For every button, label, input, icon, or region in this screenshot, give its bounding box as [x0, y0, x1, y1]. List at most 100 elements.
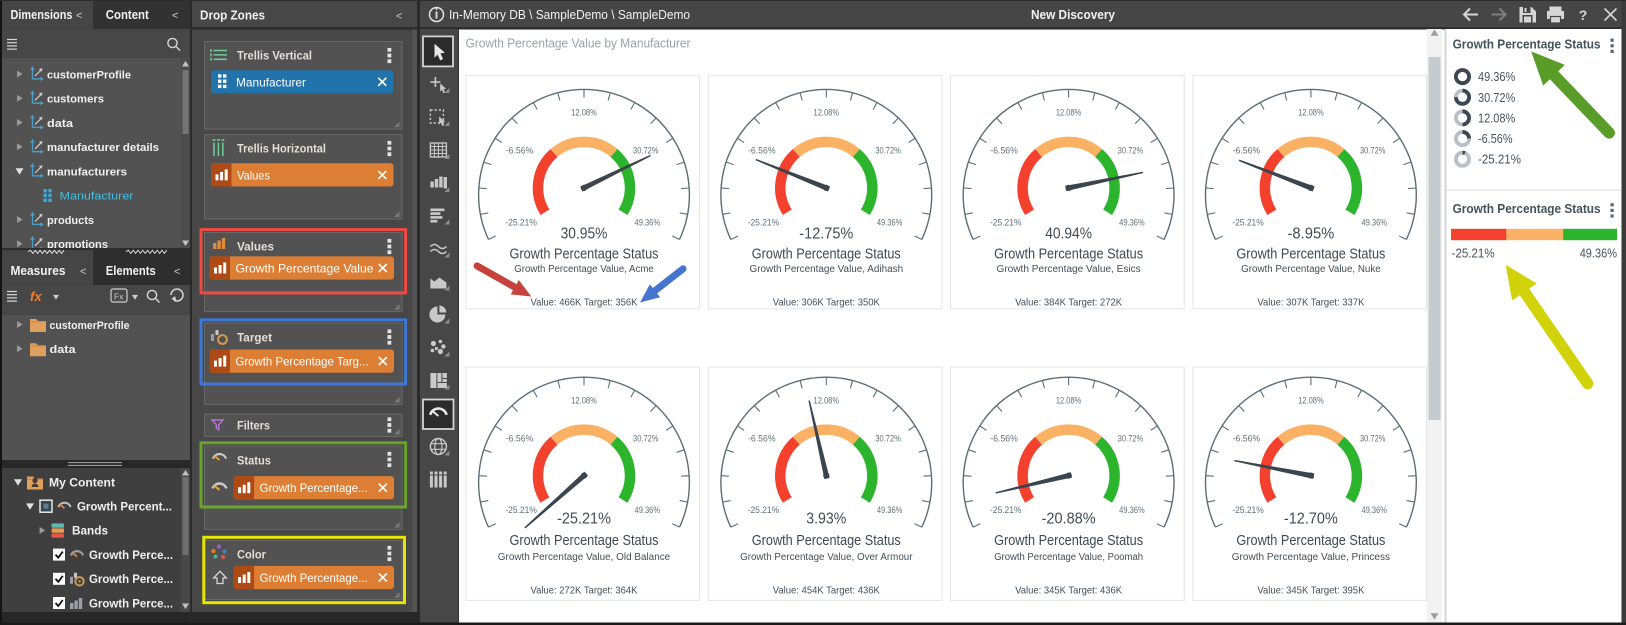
svg-text:30.72%: 30.72% [1118, 433, 1144, 444]
svg-text:49.36%: 49.36% [635, 217, 661, 228]
svg-text:In-Memory DB \ SampleDemo \ Sa: In-Memory DB \ SampleDemo \ SampleDemo [449, 8, 690, 22]
svg-text:fx: fx [30, 289, 42, 304]
svg-text:-6.56%: -6.56% [1233, 433, 1261, 444]
svg-text:?: ? [1579, 7, 1588, 23]
svg-text:Value: 307K Target: 337K: Value: 307K Target: 337K [1257, 296, 1364, 308]
svg-text:Dimensions: Dimensions [11, 8, 73, 22]
svg-text:Growth Percentage...: Growth Percentage... [260, 571, 368, 585]
svg-text:Growth Percentage Value, Old B: Growth Percentage Value, Old Balance [498, 552, 671, 563]
svg-text:Growth Percentage...: Growth Percentage... [260, 481, 368, 495]
svg-text:Trellis Horizontal: Trellis Horizontal [237, 142, 326, 156]
svg-text:-6.56%: -6.56% [748, 433, 776, 444]
svg-text:49.36%: 49.36% [1119, 505, 1145, 516]
svg-text:30.72%: 30.72% [875, 433, 901, 444]
svg-text:Growth Percentage Value, Adiha: Growth Percentage Value, Adihash [750, 264, 904, 275]
svg-text:49.36%: 49.36% [1478, 70, 1515, 84]
svg-text:30.72%: 30.72% [1478, 91, 1515, 105]
svg-text:30.72%: 30.72% [1360, 433, 1386, 444]
svg-text:Growth Perce...: Growth Perce... [89, 548, 173, 562]
svg-text:Values: Values [237, 168, 270, 182]
svg-text:12.08%: 12.08% [1478, 111, 1515, 125]
svg-text:Growth Percentage Status: Growth Percentage Status [1236, 247, 1385, 263]
svg-text:Color: Color [237, 548, 266, 562]
svg-text:-6.56%: -6.56% [1233, 146, 1261, 157]
svg-text:-25.21%: -25.21% [1232, 217, 1264, 228]
svg-text:-25.21%: -25.21% [990, 217, 1022, 228]
svg-text:12.08%: 12.08% [814, 395, 840, 406]
svg-text:Values: Values [237, 240, 274, 254]
svg-text:Elements: Elements [106, 264, 156, 278]
svg-text:˂: ˂ [80, 266, 86, 278]
svg-text:Growth Percentage Status: Growth Percentage Status [510, 533, 659, 549]
svg-text:30.72%: 30.72% [633, 433, 659, 444]
svg-text:Value: 306K Target: 350K: Value: 306K Target: 350K [773, 296, 880, 308]
svg-text:-6.56%: -6.56% [990, 146, 1018, 157]
svg-text:-6.56%: -6.56% [506, 433, 534, 444]
svg-text:Value: 272K Target: 364K: Value: 272K Target: 364K [531, 585, 638, 597]
svg-text:-25.21%: -25.21% [1232, 505, 1264, 516]
svg-text:49.36%: 49.36% [1361, 505, 1387, 516]
svg-text:30.72%: 30.72% [1118, 146, 1144, 157]
svg-text:Growth Percentage Value, Princ: Growth Percentage Value, Princess [1232, 552, 1390, 563]
svg-text:49.36%: 49.36% [1580, 247, 1617, 261]
svg-text:Value: 454K Target: 436K: Value: 454K Target: 436K [773, 585, 880, 597]
svg-text:12.08%: 12.08% [571, 108, 597, 119]
svg-text:Content: Content [106, 8, 150, 22]
svg-text:-12.70%: -12.70% [1284, 511, 1338, 528]
svg-text:manufacturers: manufacturers [47, 166, 127, 178]
svg-text:Growth Percentage Value, Over: Growth Percentage Value, Over Armour [740, 552, 913, 563]
svg-text:-6.56%: -6.56% [1478, 132, 1513, 146]
svg-text:49.36%: 49.36% [1361, 217, 1387, 228]
svg-text:Growth Percentage Status: Growth Percentage Status [752, 247, 901, 263]
svg-text:Growth Percentage Status: Growth Percentage Status [994, 533, 1143, 549]
svg-text:Fx: Fx [114, 292, 124, 302]
svg-text:Measures: Measures [11, 264, 66, 278]
svg-text:12.08%: 12.08% [1056, 395, 1082, 406]
svg-text:-25.21%: -25.21% [748, 505, 780, 516]
svg-text:Value: 384K Target: 272K: Value: 384K Target: 272K [1015, 296, 1122, 308]
svg-text:Growth Percentage Value, Esics: Growth Percentage Value, Esics [997, 264, 1141, 275]
svg-text:-25.21%: -25.21% [990, 505, 1022, 516]
svg-text:12.08%: 12.08% [1298, 108, 1324, 119]
svg-text:Growth Percentage Value, Nuke: Growth Percentage Value, Nuke [1241, 264, 1381, 275]
svg-text:Drop Zones: Drop Zones [200, 8, 265, 23]
svg-text:Growth Percentage Value, Pooma: Growth Percentage Value, Poomah [994, 552, 1143, 563]
svg-text:-12.75%: -12.75% [799, 226, 853, 243]
svg-text:New Discovery: New Discovery [1031, 8, 1115, 22]
svg-text:Growth Percentage Status: Growth Percentage Status [1453, 202, 1601, 216]
svg-text:-25.21%: -25.21% [1452, 247, 1495, 261]
svg-text:My Content: My Content [49, 475, 115, 489]
svg-text:Status: Status [237, 454, 271, 468]
svg-text:-25.21%: -25.21% [557, 511, 611, 528]
svg-text:30.72%: 30.72% [633, 146, 659, 157]
svg-text:12.08%: 12.08% [1056, 108, 1082, 119]
svg-text:49.36%: 49.36% [877, 505, 903, 516]
svg-text:-25.21%: -25.21% [1478, 153, 1521, 167]
svg-text:12.08%: 12.08% [814, 108, 840, 119]
svg-text:Manufacturer: Manufacturer [60, 191, 134, 203]
svg-text:40.94%: 40.94% [1045, 226, 1092, 243]
svg-text:30.95%: 30.95% [561, 226, 608, 243]
svg-text:Manufacturer: Manufacturer [236, 75, 306, 89]
svg-text:-6.56%: -6.56% [506, 146, 534, 157]
svg-text:Growth Percentage Status: Growth Percentage Status [994, 247, 1143, 263]
svg-text:30.72%: 30.72% [875, 146, 901, 157]
svg-text:12.08%: 12.08% [571, 395, 597, 406]
svg-text:customerProfile: customerProfile [50, 320, 130, 332]
svg-text:-20.88%: -20.88% [1042, 511, 1096, 528]
svg-text:Growth Percentage Targ...: Growth Percentage Targ... [236, 355, 369, 369]
svg-text:Growth Percent...: Growth Percent... [77, 500, 172, 514]
svg-text:Target: Target [237, 331, 272, 345]
svg-text:-25.21%: -25.21% [505, 217, 537, 228]
svg-text:-8.95%: -8.95% [1288, 226, 1335, 243]
svg-text:12.08%: 12.08% [1298, 395, 1324, 406]
svg-text:Growth Percentage Status: Growth Percentage Status [1453, 38, 1601, 52]
svg-text:data: data [50, 344, 77, 356]
svg-text:Growth Perce...: Growth Perce... [89, 596, 173, 610]
svg-text:Growth Percentage Value by Man: Growth Percentage Value by Manufacturer [466, 37, 691, 51]
svg-text:Value: 345K Target: 395K: Value: 345K Target: 395K [1257, 585, 1364, 597]
svg-text:manufacturer details: manufacturer details [47, 142, 159, 154]
svg-text:49.36%: 49.36% [635, 505, 661, 516]
svg-text:-6.56%: -6.56% [990, 433, 1018, 444]
svg-text:˂: ˂ [76, 10, 82, 22]
